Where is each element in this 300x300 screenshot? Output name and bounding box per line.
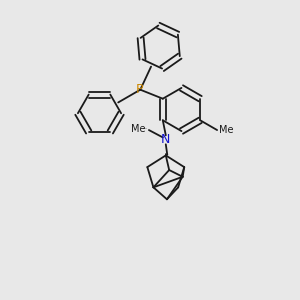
Text: methyl: methyl: [143, 128, 148, 129]
Text: N: N: [161, 133, 170, 146]
Text: P: P: [136, 83, 143, 96]
Text: Me: Me: [220, 125, 234, 135]
Text: Me: Me: [131, 124, 146, 134]
